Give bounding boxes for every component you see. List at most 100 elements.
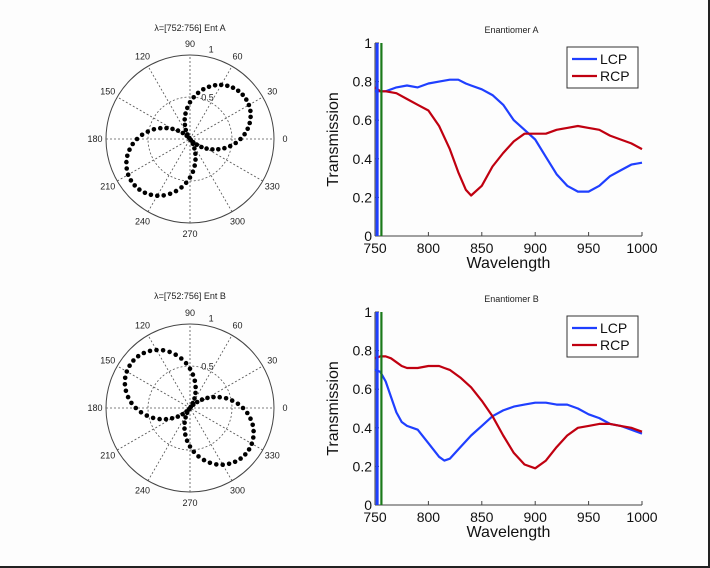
line-a-plot: Enantiomer A 0 0.2 0.4 0.6 0.8 1 750 800 850 900 95… — [325, 25, 658, 272]
legend-box — [566, 315, 639, 358]
polar-data-point — [158, 125, 163, 131]
polar-data-point — [161, 193, 166, 198]
polar-angle-tick: 0 — [282, 403, 287, 413]
polar-data-point — [187, 175, 193, 180]
polar-data-point — [240, 92, 245, 98]
polar-data-point — [242, 131, 247, 137]
polar-data-point — [220, 462, 225, 468]
polar-data-point — [238, 456, 243, 461]
polar-data-point — [182, 122, 188, 128]
polar-data-point — [147, 348, 153, 354]
polar-data-point — [240, 405, 246, 411]
polar-data-point — [192, 396, 197, 401]
polar-angle-tick: 240 — [135, 485, 150, 495]
x-tick-label: 1000 — [626, 240, 657, 256]
polar-data-point — [142, 190, 148, 196]
polar-data-point — [129, 400, 134, 406]
x-tick-label: 900 — [524, 240, 548, 256]
polar-data-point — [183, 415, 188, 420]
polar-data-point — [157, 416, 162, 422]
x-tick-label: 800 — [417, 509, 441, 525]
line-b-plot: Enantiomer B 0 0.2 0.4 0.6 0.8 1 750 800 850 900 95… — [325, 294, 658, 541]
polar-data-point — [141, 350, 147, 356]
polar-angle-tick: 270 — [182, 229, 197, 239]
polar-data-point — [249, 441, 255, 447]
polar-data-point — [191, 449, 197, 455]
polar-data-point — [183, 180, 189, 186]
polar-data-point — [251, 428, 256, 434]
polar-data-point — [154, 347, 159, 353]
polar-data-point — [125, 153, 130, 159]
polar-data-point — [183, 111, 188, 116]
series-line-rcp — [374, 86, 643, 197]
polar-angle-tick: 240 — [135, 216, 150, 226]
polar-angle-tick: 150 — [100, 87, 115, 97]
polar-data-point — [244, 97, 249, 102]
polar-data-point — [226, 461, 232, 467]
polar-data-point — [163, 416, 169, 422]
polar-data-point — [182, 420, 187, 426]
polar-data-point — [183, 360, 189, 366]
polar-data-point — [247, 120, 252, 126]
polar-angle-tick: 180 — [87, 403, 102, 413]
polar-data-point — [217, 394, 222, 400]
polar-angle-tick: 90 — [185, 308, 195, 318]
polar-data-point — [192, 163, 197, 168]
polar-data-point — [201, 87, 206, 92]
polar-data-point — [212, 83, 218, 88]
x-axis-label: Wavelength — [467, 255, 551, 272]
x-axis-label: Wavelength — [467, 524, 551, 541]
polar-data-point — [187, 444, 193, 449]
y-tick-label: 0.8 — [353, 74, 373, 90]
y-tick-label: 0.6 — [353, 112, 373, 128]
polar-data-point — [225, 83, 230, 89]
polar-data-point — [222, 145, 227, 151]
polar-data-point — [160, 348, 166, 353]
polar-data-point — [124, 166, 129, 171]
polar-data-point — [205, 395, 210, 401]
polar-data-point — [187, 366, 193, 372]
y-tick-label: 0 — [364, 228, 372, 244]
x-tick-label: 900 — [524, 509, 548, 525]
polar-data-point — [138, 410, 144, 415]
polar-data-point — [180, 130, 186, 136]
polar-angle-tick: 300 — [230, 216, 245, 226]
polar-data-point — [184, 438, 190, 444]
polar-data-point — [167, 191, 173, 197]
polar-data-point — [235, 88, 241, 94]
polar-data-point — [204, 146, 209, 151]
y-axis-label: Transmission — [325, 361, 342, 456]
polar-data-point — [183, 127, 189, 133]
x-tick-label: 750 — [363, 509, 387, 525]
polar-data-point — [194, 142, 200, 147]
polar-data-point — [248, 108, 253, 114]
polar-data-point — [134, 136, 140, 142]
chart-title: Enantiomer B — [484, 294, 539, 304]
polar-angle-tick: 120 — [135, 321, 150, 331]
polar-data-point — [192, 146, 197, 151]
polar-angle-tick: 120 — [135, 52, 150, 62]
polar-data-point — [251, 435, 256, 440]
legend-label-lcp: LCP — [600, 51, 627, 67]
polar-angle-tick: 330 — [265, 182, 280, 192]
polar-data-point — [170, 126, 175, 132]
polar-data-point — [235, 401, 241, 407]
x-tick-label: 1000 — [626, 509, 657, 525]
polar-data-point — [184, 133, 189, 138]
polar-data-point — [216, 147, 221, 152]
polar-data-point — [207, 460, 213, 466]
polar-data-point — [245, 126, 250, 132]
polar-data-point — [144, 413, 150, 418]
polar-data-point — [155, 193, 160, 198]
polar-angle-tick: 300 — [230, 485, 245, 495]
polar-data-point — [199, 144, 204, 150]
polar-data-point — [132, 183, 137, 188]
polar-radial-tick: 0.5 — [201, 93, 214, 103]
polar-data-point — [233, 140, 238, 146]
polar-data-point — [246, 102, 252, 108]
polar-radial-tick: 0.5 — [201, 362, 214, 372]
legend-label-lcp: LCP — [600, 320, 627, 336]
